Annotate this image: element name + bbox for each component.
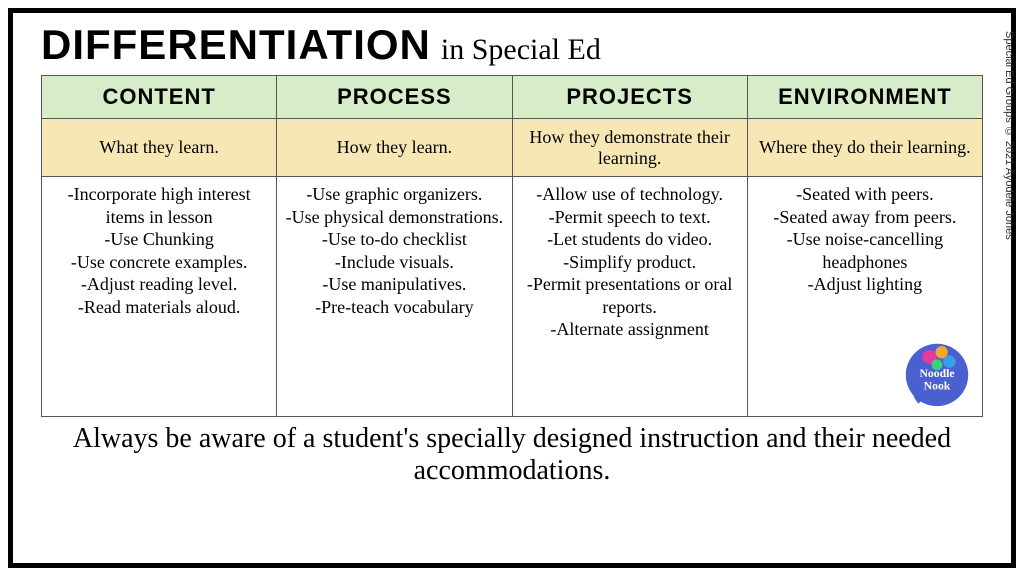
table-items-row: -Incorporate high interest items in less… [42, 177, 983, 417]
col-desc: How they learn. [277, 119, 512, 177]
svg-text:Noodle: Noodle [919, 367, 954, 380]
title-sub: in Special Ed [441, 33, 601, 67]
table-header-row: CONTENT PROCESS PROJECTS ENVIRONMENT [42, 76, 983, 119]
col-header: PROJECTS [512, 76, 747, 119]
list-item: -Use noise-cancelling headphones [756, 228, 974, 273]
col-desc: How they demonstrate their learning. [512, 119, 747, 177]
items-list: -Seated with peers.-Seated away from pee… [756, 183, 974, 296]
list-item: -Pre-teach vocabulary [285, 296, 503, 319]
items-list: -Use graphic organizers.-Use physical de… [285, 183, 503, 318]
list-item: -Permit presentations or oral reports. [521, 273, 739, 318]
list-item: -Permit speech to text. [521, 206, 739, 229]
col-desc: What they learn. [42, 119, 277, 177]
col-header: PROCESS [277, 76, 512, 119]
list-item: -Include visuals. [285, 251, 503, 274]
list-item: -Use concrete examples. [50, 251, 268, 274]
col-desc: Where they do their learning. [747, 119, 982, 177]
title: DIFFERENTIATION in Special Ed [41, 21, 983, 69]
svg-text:Nook: Nook [924, 380, 951, 393]
list-item: -Seated away from peers. [756, 206, 974, 229]
items-list: -Allow use of technology.-Permit speech … [521, 183, 739, 341]
list-item: -Let students do video. [521, 228, 739, 251]
col-items: -Incorporate high interest items in less… [42, 177, 277, 417]
list-item: -Read materials aloud. [50, 296, 268, 319]
list-item: -Use manipulatives. [285, 273, 503, 296]
list-item: -Use Chunking [50, 228, 268, 251]
differentiation-table: CONTENT PROCESS PROJECTS ENVIRONMENT Wha… [41, 75, 983, 417]
col-items: -Allow use of technology.-Permit speech … [512, 177, 747, 417]
list-item: -Use to-do checklist [285, 228, 503, 251]
list-item: -Alternate assignment [521, 318, 739, 341]
col-header: CONTENT [42, 76, 277, 119]
noodle-nook-logo: Noodle Nook [898, 332, 976, 410]
items-list: -Incorporate high interest items in less… [50, 183, 268, 318]
slide-frame: Special Ed Groups © 2021 Ayodele Jones D… [8, 8, 1016, 568]
col-items: -Use graphic organizers.-Use physical de… [277, 177, 512, 417]
list-item: -Simplify product. [521, 251, 739, 274]
title-main: DIFFERENTIATION [41, 21, 431, 69]
col-items: -Seated with peers.-Seated away from pee… [747, 177, 982, 417]
list-item: -Seated with peers. [756, 183, 974, 206]
list-item: -Use physical demonstrations. [285, 206, 503, 229]
credit-text: Special Ed Groups © 2021 Ayodele Jones [1003, 31, 1015, 240]
table-desc-row: What they learn. How they learn. How the… [42, 119, 983, 177]
list-item: -Allow use of technology. [521, 183, 739, 206]
list-item: -Use graphic organizers. [285, 183, 503, 206]
footer-note: Always be aware of a student's specially… [41, 423, 983, 487]
list-item: -Adjust reading level. [50, 273, 268, 296]
list-item: -Adjust lighting [756, 273, 974, 296]
col-header: ENVIRONMENT [747, 76, 982, 119]
list-item: -Incorporate high interest items in less… [50, 183, 268, 228]
